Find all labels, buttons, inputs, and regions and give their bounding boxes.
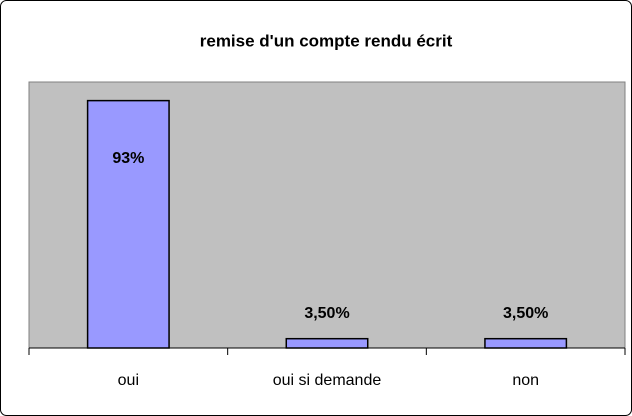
value-label: 93% bbox=[112, 150, 144, 167]
x-tick-label: non bbox=[512, 372, 539, 389]
value-label: 3,50% bbox=[503, 305, 548, 322]
value-label: 3,50% bbox=[304, 305, 349, 322]
bar bbox=[484, 337, 568, 349]
x-tick-label: oui bbox=[118, 372, 139, 389]
bar bbox=[86, 99, 170, 349]
bar bbox=[285, 337, 369, 349]
chart-title: remise d'un compte rendu écrit bbox=[200, 31, 453, 50]
x-tick-label: oui si demande bbox=[273, 372, 382, 389]
